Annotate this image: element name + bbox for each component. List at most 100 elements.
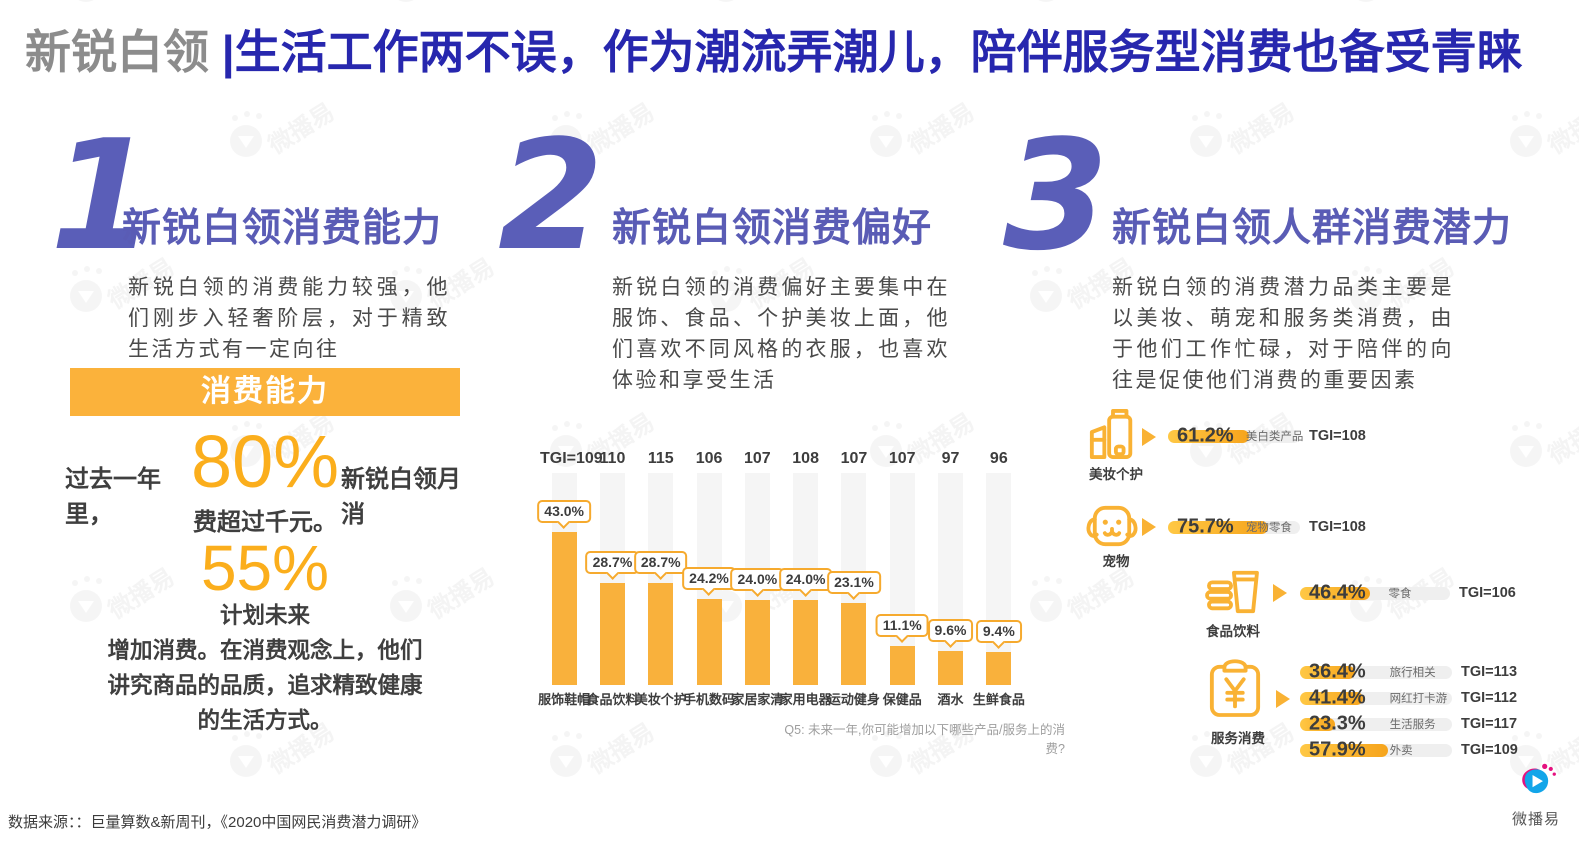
hbar-tgi: TGI=112 xyxy=(1461,690,1518,706)
hbar-track: 46.4% 零食 xyxy=(1300,582,1450,604)
hbar-tgi: TGI=108 xyxy=(1309,519,1366,535)
hbar-percent: 57.9% xyxy=(1309,738,1366,761)
bar xyxy=(793,599,819,685)
service-consumption-icon xyxy=(1208,657,1262,724)
hbar-fill xyxy=(1300,743,1388,757)
watermark: 微播易 xyxy=(1190,719,1299,780)
bar-column: 108 24.0% 家用电器 xyxy=(778,450,833,710)
arrow-right-icon xyxy=(1142,518,1156,536)
hbar-track: 57.9% 外卖 xyxy=(1300,739,1452,761)
watermark: 微播易 xyxy=(1030,564,1139,625)
hbar-category: 网红打卡游 xyxy=(1389,693,1448,705)
bar xyxy=(938,650,964,685)
tgi-value: 115 xyxy=(647,450,674,467)
bar-category-label: 食品饮料 xyxy=(586,692,639,707)
potential-bar-row: 36.4% 旅行相关 TGI=113 xyxy=(1300,659,1518,685)
value-callout: 28.7% xyxy=(585,550,640,580)
arrow-right-icon xyxy=(1276,690,1290,708)
watermark: 微播易 xyxy=(1510,409,1579,470)
arrow-right-icon xyxy=(1142,428,1156,446)
hbar-category: 宠物零食 xyxy=(1245,522,1292,534)
stat-80-value: 80% xyxy=(190,420,340,503)
hbar-tgi: TGI=117 xyxy=(1461,716,1518,732)
title-segment: 新锐白领 xyxy=(25,26,209,78)
hbar-tgi: TGI=113 xyxy=(1461,664,1518,680)
hbar-category: 旅行相关 xyxy=(1389,667,1436,679)
bar-column: 106 24.2% 手机数码 xyxy=(682,450,736,710)
title-divider: | xyxy=(221,26,235,78)
section-3-body: 新锐白领的消费潜力品类主要是以美妆、萌宠和服务类消费，由于他们工作忙碌，对于陪伴… xyxy=(1112,276,1454,392)
brand-logo: 微播易 xyxy=(1500,762,1572,829)
bar-track xyxy=(938,473,964,685)
bar-category-label: 生鲜食品 xyxy=(972,692,1025,707)
tgi-value: 107 xyxy=(743,450,771,467)
tgi-value: 106 xyxy=(695,450,723,467)
watermark: 微播易 xyxy=(1350,0,1459,5)
capability-banner: 消费能力 xyxy=(70,368,460,416)
arrow-right-icon xyxy=(1273,584,1287,602)
watermark: 微播易 xyxy=(230,99,339,160)
bar-category-label: 保健品 xyxy=(882,692,922,707)
bar-column: 107 24.0% 家居家清 xyxy=(730,450,785,710)
value-callout: 24.0% xyxy=(730,567,785,597)
title-main: 生活工作两不误，作为潮流弄潮儿，陪伴服务型消费也备受青睐 xyxy=(234,26,1523,78)
bar xyxy=(841,602,867,685)
hbar-percent: 46.4% xyxy=(1309,581,1366,604)
hbar-percent: 36.4% xyxy=(1309,660,1366,683)
food-drink-icon xyxy=(1203,567,1261,620)
section-1-body: 新锐白领的消费能力较强，他们刚步入轻奢阶层，对于精致生活方式有一定向往 xyxy=(128,276,450,361)
hbar-fill xyxy=(1300,691,1363,705)
watermark: 微播易 xyxy=(1030,0,1139,5)
watermark: 微播易 xyxy=(230,719,339,780)
potential-bar-row: 61.2% 美白类产品 TGI=108 xyxy=(1168,423,1366,449)
tgi-value: 108 xyxy=(792,450,819,467)
bar-category-label: 家用电器 xyxy=(779,692,832,707)
potential-bar-row: 75.7% 宠物零食 TGI=108 xyxy=(1168,514,1366,540)
bar xyxy=(986,651,1012,685)
hbar-percent: 75.7% xyxy=(1177,515,1234,538)
tgi-value: TGI=109 xyxy=(540,450,603,467)
hbar-fill xyxy=(1300,665,1356,679)
hbar-percent: 41.4% xyxy=(1309,686,1366,709)
watermark: 微播易 xyxy=(550,719,659,780)
value-callout: 9.4% xyxy=(975,619,1022,649)
tgi-value: 96 xyxy=(989,450,1008,467)
hbar-category: 美白类产品 xyxy=(1245,431,1304,443)
bar-column: 115 28.7% 美妆个护 xyxy=(633,450,688,710)
page-title: 新锐白领 |生活工作两不误，作为潮流弄潮儿，陪伴服务型消费也备受青睐 xyxy=(25,16,1523,82)
bar-category-label: 手机数码 xyxy=(683,692,736,707)
hbar-percent: 61.2% xyxy=(1177,424,1234,447)
hbar-percent: 23.3% xyxy=(1309,712,1366,735)
hbar-track: 36.4% 旅行相关 xyxy=(1300,661,1452,683)
bar-track xyxy=(986,473,1012,685)
bar-category-label: 运动健身 xyxy=(827,692,880,707)
hbar-category: 零食 xyxy=(1388,588,1412,600)
stat-80-line2: 费超过千元。 xyxy=(193,509,337,536)
stat-55-value: 55% xyxy=(200,532,330,604)
bar xyxy=(551,532,577,685)
bar-category-label: 家居家清 xyxy=(731,692,784,707)
section-1-number: 1 xyxy=(50,107,156,284)
hbar-tgi: TGI=106 xyxy=(1459,585,1516,601)
watermark: 微播易 xyxy=(1030,254,1139,315)
value-callout: 24.2% xyxy=(682,566,736,596)
value-callout: 11.1% xyxy=(875,613,929,643)
bar-column: 97 9.6% 酒水 xyxy=(926,450,974,710)
hbar-tgi: TGI=109 xyxy=(1461,742,1518,758)
value-callout: 9.6% xyxy=(927,618,974,648)
bar-category-label: 酒水 xyxy=(937,692,964,707)
hbar-fill xyxy=(1300,717,1336,731)
value-callout: 43.0% xyxy=(537,500,591,529)
bar xyxy=(889,645,915,685)
hbar-track: 61.2% 美白类产品 xyxy=(1168,425,1303,447)
bar-column: 107 11.1% 保健品 xyxy=(875,450,929,710)
section-2-number: 2 xyxy=(498,107,604,284)
chart-footnote: Q5: 未来一年,你可能增加以下哪些产品/服务上的消费? xyxy=(784,723,1065,756)
brand-logo-text: 微播易 xyxy=(1511,811,1560,828)
section-1-heading: 新锐白领消费能力 xyxy=(122,207,443,250)
preference-chart: TGI=109 43.0% 服饰鞋帽 110 28.7% 食品饮料 115 28.7% 美妆个护… xyxy=(537,450,1025,710)
watermark: 微播易 xyxy=(70,0,179,5)
hbar-tgi: TGI=108 xyxy=(1309,428,1366,444)
bar-column: 96 9.4% 生鲜食品 xyxy=(973,450,1025,710)
